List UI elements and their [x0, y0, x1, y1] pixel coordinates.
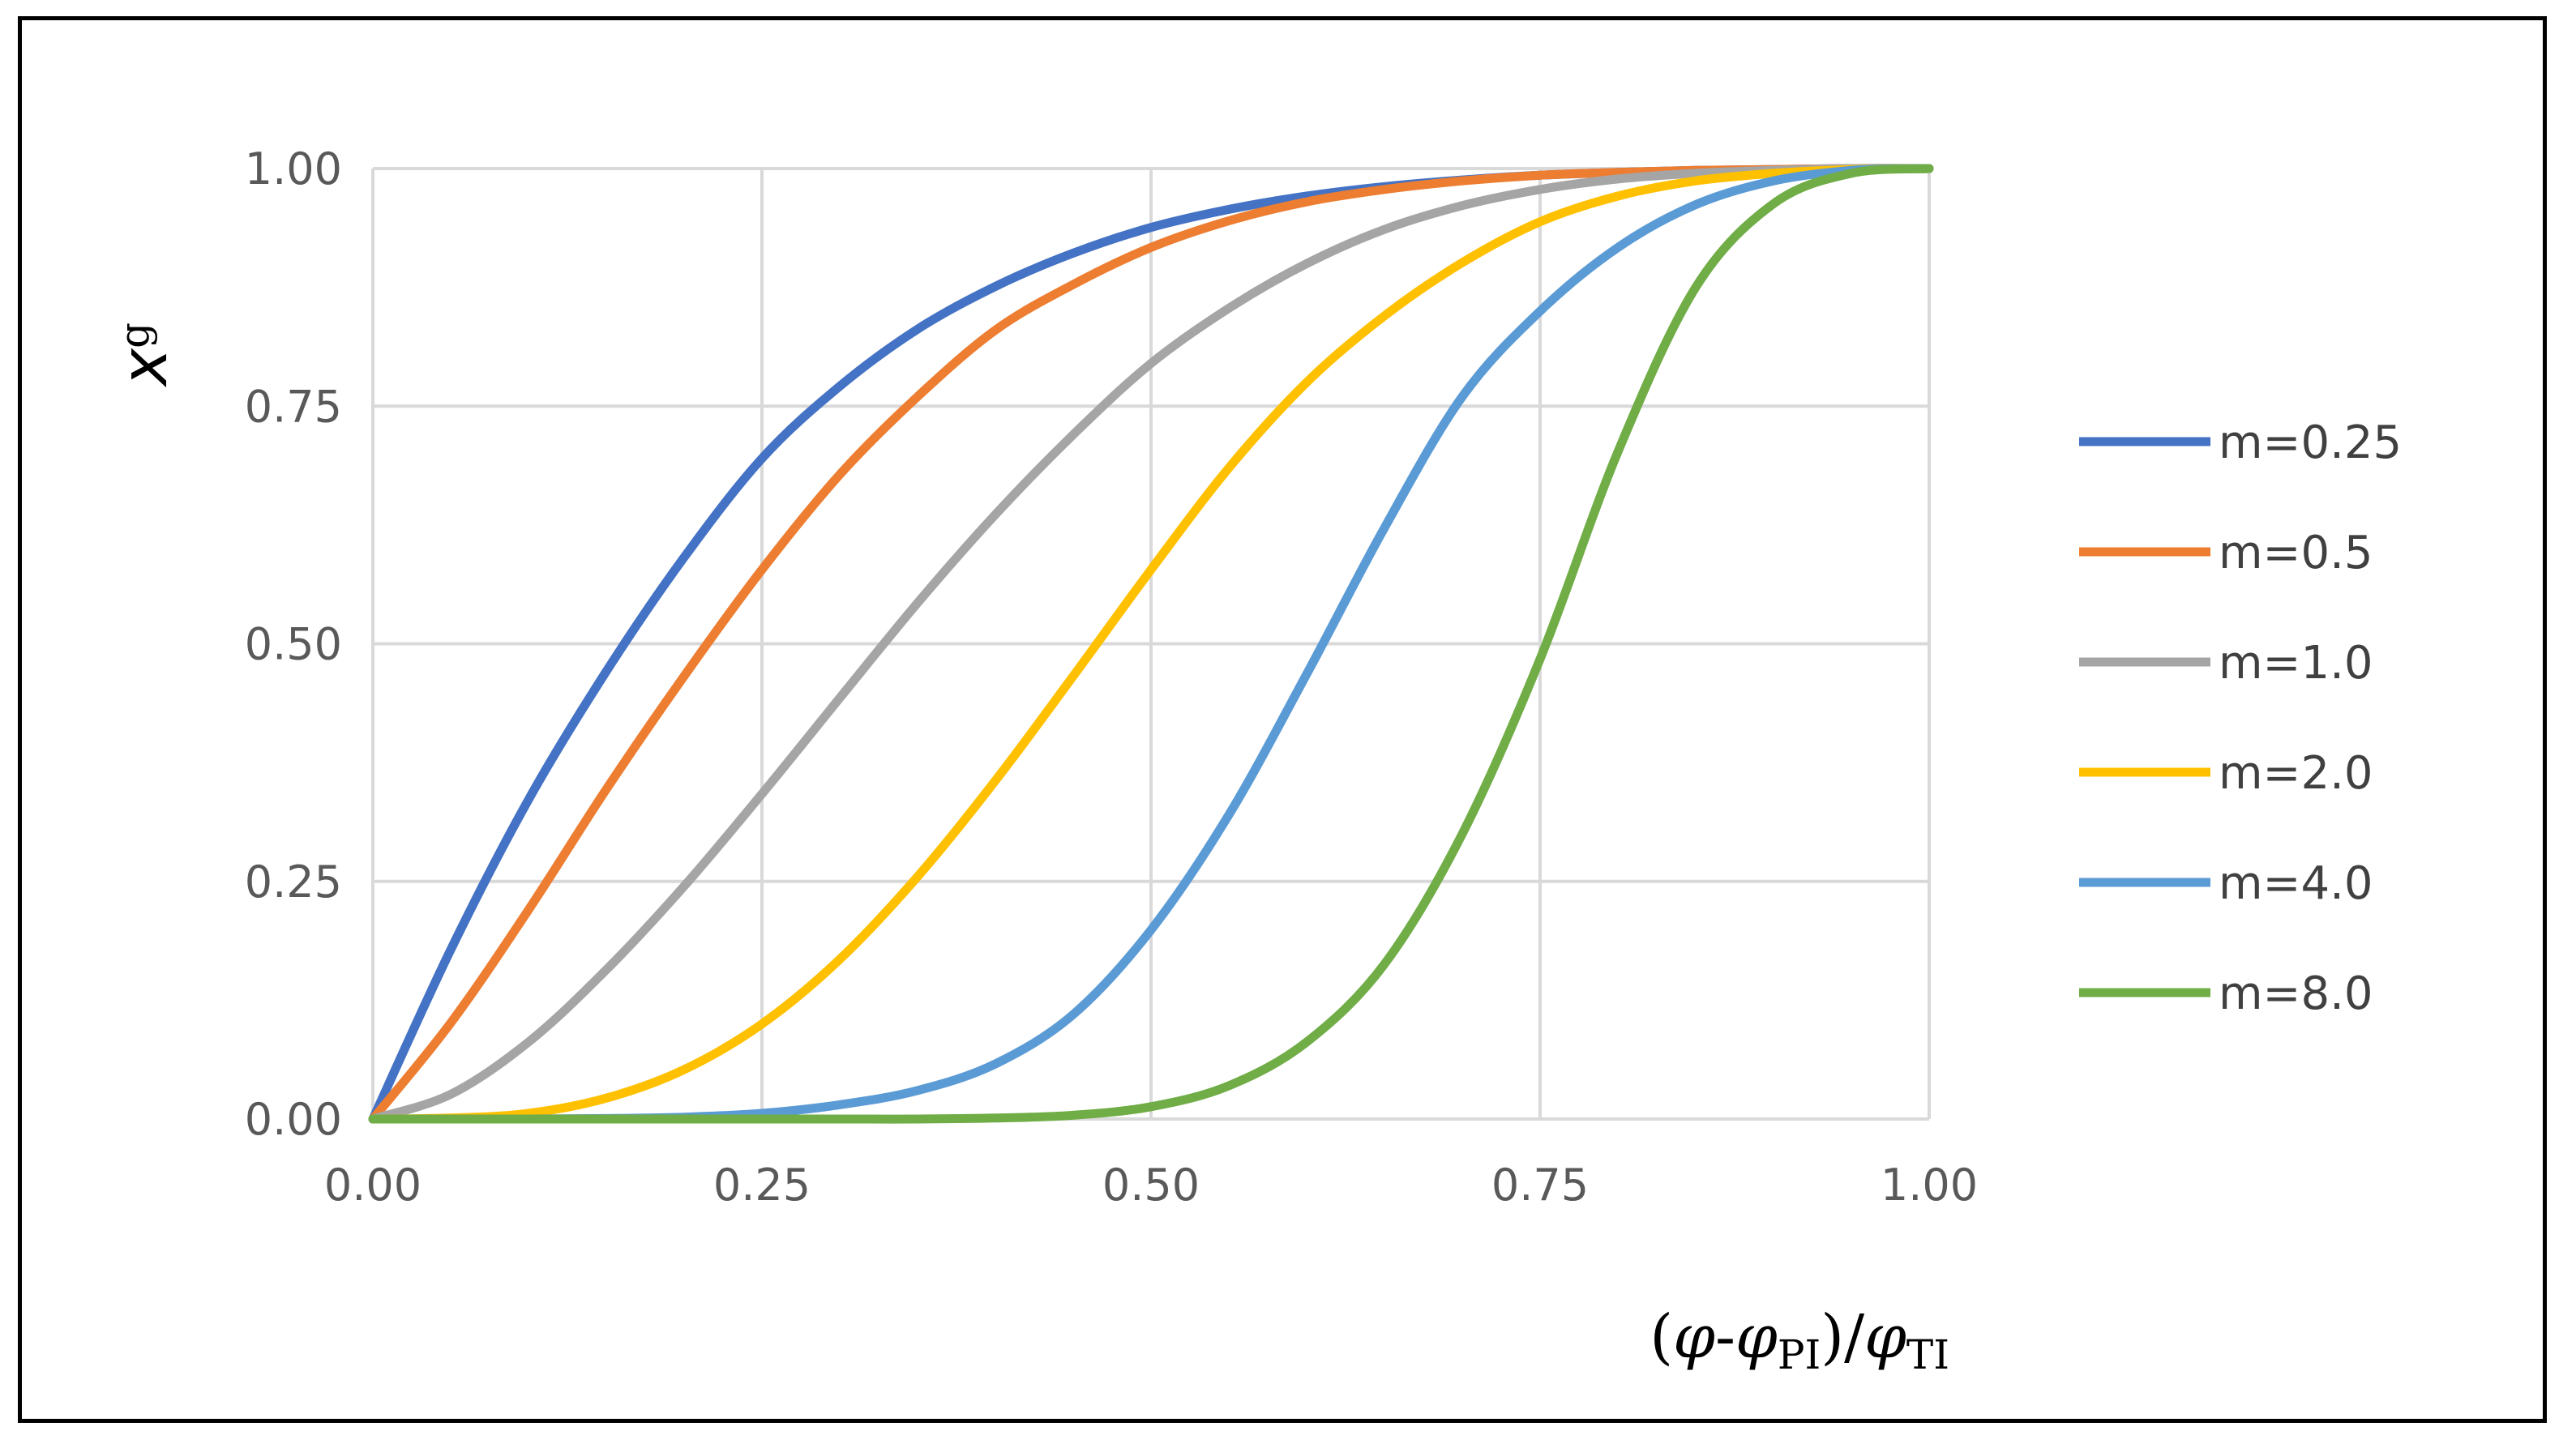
legend-item: m=1.0: [2079, 637, 2373, 690]
tick-labels: 0.00 0.25 0.50 0.75 1.00 0.00 0.25 0.50 0.75 1.00: [245, 143, 1978, 1211]
legend-label: m=1.0: [2219, 637, 2373, 690]
x-tick-label: 1.00: [1881, 1160, 1978, 1211]
y-axis-label-sub: g: [111, 322, 158, 348]
y-tick-label: 1.00: [245, 143, 342, 194]
legend-item: m=0.5: [2079, 527, 2373, 579]
y-tick-label: 0.25: [245, 856, 342, 908]
legend-item: m=0.25: [2079, 416, 2402, 469]
x-axis-label-phi-ti: φ: [1864, 1302, 1906, 1372]
legend-label: m=0.25: [2219, 416, 2402, 469]
x-tick-label: 0.75: [1491, 1160, 1589, 1211]
series-line-m-0-5: [368, 164, 1934, 1124]
chart-frame: 0.00 0.25 0.50 0.75 1.00 0.00 0.25 0.50 0.75 1.00…: [18, 16, 2547, 1423]
x-tick-label: 0.25: [713, 1160, 811, 1211]
x-tick-label: 0.50: [1102, 1160, 1200, 1211]
y-tick-label: 0.75: [245, 381, 342, 432]
legend-label: m=2.0: [2219, 747, 2373, 800]
x-axis-label-sub-ti: TI: [1906, 1331, 1949, 1378]
legend: m=0.25 m=0.5 m=1.0 m=2.0 m=4.0 m=8.0: [2079, 416, 2402, 1020]
chart: 0.00 0.25 0.50 0.75 1.00 0.00 0.25 0.50 0.75 1.00…: [109, 143, 2402, 1378]
x-axis-label-phi: φ: [1673, 1302, 1715, 1372]
y-axis-label-main: x: [109, 348, 182, 388]
series-group: [368, 164, 1934, 1124]
x-axis-label-phi-pi: φ: [1735, 1302, 1778, 1372]
x-tick-label: 0.00: [324, 1160, 421, 1211]
x-axis-label-dash: -: [1715, 1302, 1735, 1372]
legend-item: m=4.0: [2079, 857, 2373, 910]
series-line-m-1-0: [368, 164, 1934, 1124]
y-tick-label: 0.50: [245, 619, 342, 670]
legend-label: m=0.5: [2219, 527, 2373, 579]
legend-item: m=2.0: [2079, 747, 2373, 800]
y-tick-label: 0.00: [245, 1094, 342, 1145]
y-axis-label: xg: [109, 322, 182, 388]
x-axis-label-close: )/: [1821, 1302, 1864, 1372]
legend-item: m=8.0: [2079, 967, 2373, 1020]
series-line-m-2-0: [368, 164, 1934, 1124]
grid: [371, 167, 1931, 1121]
legend-label: m=8.0: [2219, 967, 2373, 1020]
legend-label: m=4.0: [2219, 857, 2373, 910]
x-axis-label-sub-pi: PI: [1778, 1331, 1821, 1378]
x-axis-label: (φ-φPI)/φTI: [1650, 1302, 1949, 1378]
series-line-m-8-0: [368, 164, 1934, 1124]
x-axis-label-open: (: [1650, 1302, 1673, 1372]
